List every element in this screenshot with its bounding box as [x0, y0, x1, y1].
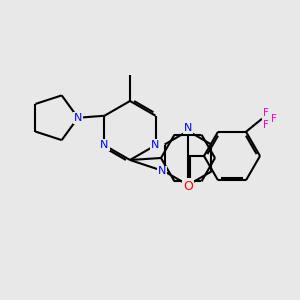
Text: N: N: [74, 113, 82, 123]
Text: O: O: [183, 179, 193, 193]
Text: F: F: [263, 120, 269, 130]
Text: N: N: [100, 140, 109, 150]
Text: N: N: [184, 123, 192, 133]
Text: F: F: [263, 108, 269, 118]
Text: N: N: [152, 140, 160, 150]
Text: F: F: [271, 114, 277, 124]
Text: N: N: [158, 167, 166, 176]
